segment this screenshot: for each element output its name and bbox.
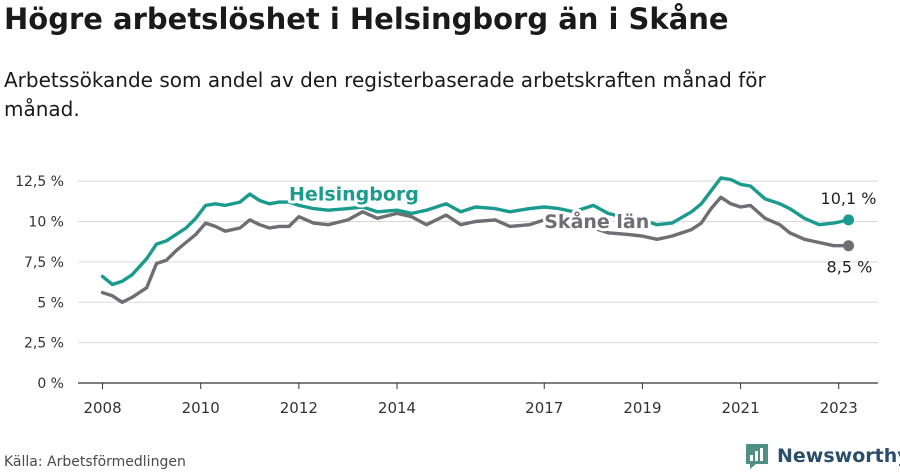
series-line-skane (100, 195, 851, 304)
chart-subtitle: Arbetssökande som andel av den registerb… (4, 68, 766, 121)
y-tick-label: 12,5 % (15, 174, 64, 190)
end-value-label-helsingborg: 10,1 % (821, 189, 877, 208)
x-tick-label: 2014 (378, 399, 416, 417)
series-label-skane: Skåne län (544, 209, 649, 233)
y-axis-ticks: 0 % 2,5 % 5 % 7,5 % 10 % 12,5 % (15, 174, 64, 392)
end-dot-helsingborg (843, 214, 855, 226)
y-tick-label: 2,5 % (24, 336, 64, 352)
end-value-label-skane: 8,5 % (827, 258, 873, 277)
end-dot-skane (843, 240, 855, 252)
x-tick-label: 2019 (623, 399, 661, 417)
y-tick-label: 10 % (28, 215, 64, 231)
series-labels: Helsingborg Skåne län 10,1 % 8,5 % (286, 181, 877, 277)
y-tick-label: 5 % (37, 295, 64, 311)
x-tick-label: 2012 (280, 399, 318, 417)
y-tick-label: 0 % (37, 376, 64, 392)
bar-chart-logo-icon (746, 444, 768, 469)
x-tick-label: 2017 (525, 399, 563, 417)
chart-title: Högre arbetslöshet i Helsingborg än i Sk… (4, 2, 729, 36)
series-label-helsingborg: Helsingborg (289, 184, 419, 206)
x-tick-label: 2021 (721, 399, 759, 417)
brand-logo[interactable]: Newsworthy (744, 442, 900, 470)
source-note: Källa: Arbetsförmedlingen (4, 454, 186, 470)
series-line-helsingborg (100, 176, 851, 287)
y-tick-label: 7,5 % (24, 255, 64, 271)
brand-name: Newsworthy (777, 445, 900, 467)
x-axis-ticks: 2008 2010 2012 2014 2017 2019 2021 2023 (83, 383, 858, 417)
series-lines (100, 176, 855, 304)
x-tick-label: 2023 (820, 399, 858, 417)
x-tick-label: 2008 (83, 399, 121, 417)
x-tick-label: 2010 (182, 399, 220, 417)
